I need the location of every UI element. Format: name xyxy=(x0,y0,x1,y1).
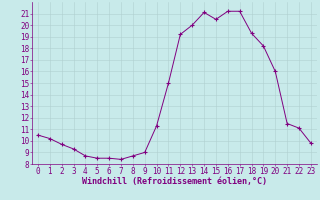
X-axis label: Windchill (Refroidissement éolien,°C): Windchill (Refroidissement éolien,°C) xyxy=(82,177,267,186)
